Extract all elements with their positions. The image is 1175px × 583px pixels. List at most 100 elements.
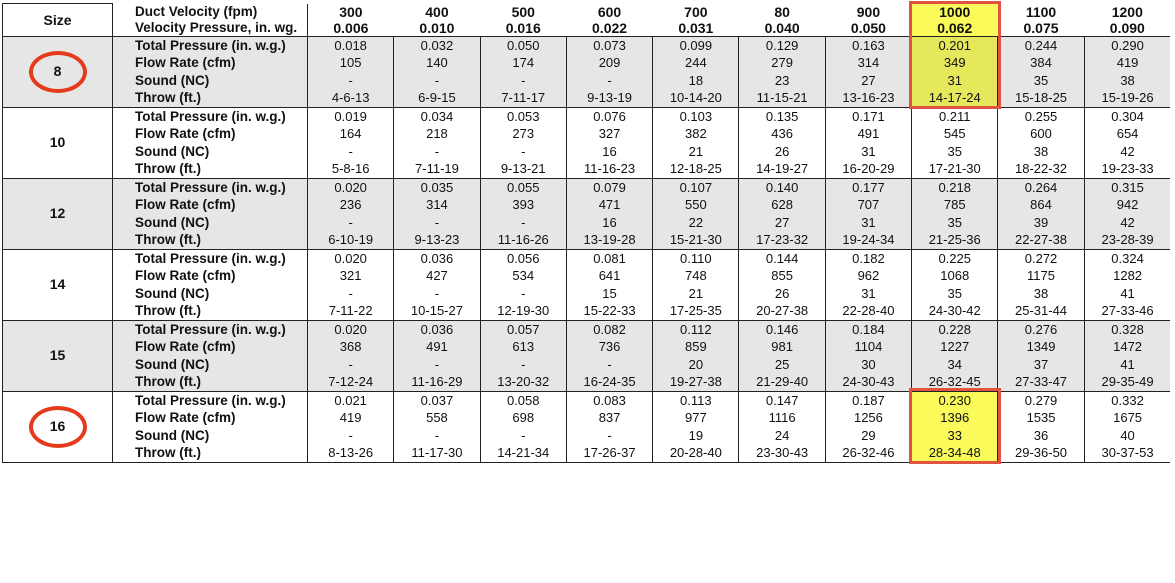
table-cell: - [306, 426, 394, 444]
table-row: Sound (NC) - - - -18 23 27 31 35 38 [3, 71, 1171, 89]
table-cell: 628 [738, 196, 826, 214]
table-cell: 10-14-20 [652, 89, 739, 108]
table-cell: 382 [652, 125, 739, 143]
table-cell: - [306, 213, 394, 231]
table-cell: 0.184 [824, 320, 912, 338]
table-cell: - [306, 355, 394, 373]
table-cell: 140 [393, 54, 481, 72]
table-cell: 27-33-47 [997, 373, 1085, 392]
table-cell: 27 [824, 71, 912, 89]
velocity-pressure-value: 0.090 [1084, 19, 1171, 37]
table-cell: 15 [565, 284, 653, 302]
row-label: Throw (ft.) [112, 231, 308, 250]
table-cell: 36 [997, 426, 1085, 444]
table-cell: 0.112 [652, 320, 739, 338]
table-cell: 534 [479, 267, 567, 285]
table-cell: 14-17-24 [911, 89, 998, 108]
table-cell: 1396 [911, 409, 998, 427]
table-cell: - [479, 213, 567, 231]
size-cell: 10 [2, 106, 113, 179]
table-cell: 0.171 [824, 107, 912, 125]
table-header: Size Duct Velocity (fpm) 300 400 500 600 700… [2, 3, 1171, 37]
table-row: 8 Total Pressure (in. w.g.) 0.018 0.032 0.05… [2, 35, 1171, 108]
table-row: 12 Total Pressure (in. w.g.) 0.020 0.035 0.0… [2, 177, 1171, 250]
table-cell: 613 [479, 338, 567, 356]
duct-velocity-value: 1000 [911, 3, 998, 20]
table-cell: - [479, 142, 567, 160]
table-cell: 8-13-26 [306, 444, 394, 463]
table-cell: 7-11-19 [393, 160, 481, 179]
table-cell: 31 [911, 71, 998, 89]
table-cell: 9-13-19 [565, 89, 653, 108]
table-cell: - [479, 284, 567, 302]
table-cell: 864 [997, 196, 1085, 214]
table-cell: 35 [911, 142, 998, 160]
table-row: Flow Rate (cfm) 236 314 393 471 550 628 707 785 8… [3, 196, 1171, 214]
table-cell: 30 [824, 355, 912, 373]
table-cell: 34 [911, 355, 998, 373]
row-label: Sound (NC) [112, 355, 308, 373]
table-cell: 273 [479, 125, 567, 143]
table-cell: - [565, 426, 653, 444]
table-cell: 209 [565, 54, 653, 72]
table-cell: 0.036 [393, 249, 481, 267]
table-cell: 28-34-48 [911, 444, 998, 463]
duct-velocity-value: 700 [684, 3, 708, 20]
table-cell: 419 [1083, 54, 1171, 72]
table-cell: 7-11-17 [479, 89, 567, 108]
velocity-pressure-value: 0.075 [997, 19, 1085, 37]
size-group: 12 Total Pressure (in. w.g.) 0.020 0.035 0.0… [2, 177, 1171, 250]
table-cell: 0.182 [824, 249, 912, 267]
table-cell: 545 [911, 125, 998, 143]
table-cell: 384 [997, 54, 1085, 72]
size-cell: 14 [2, 248, 113, 321]
table-cell: 1116 [738, 409, 826, 427]
performance-table: Size Duct Velocity (fpm) 300 400 500 600 700… [2, 3, 1171, 463]
table-cell: 0.272 [997, 249, 1085, 267]
row-label: Total Pressure (in. w.g.) [135, 250, 286, 266]
table-cell: 17-25-35 [652, 302, 739, 321]
table-cell: 26 [738, 284, 826, 302]
table-row: 14 Total Pressure (in. w.g.) 0.020 0.036 0.0… [2, 248, 1171, 321]
table-row: Flow Rate (cfm) 368 491 613 736 859 981 1104 122… [3, 338, 1171, 356]
table-row: Sound (NC) - - - -19 24 29 33 36 40 [3, 426, 1171, 444]
table-cell: - [306, 142, 394, 160]
row-label: Throw (ft.) [112, 444, 308, 463]
table-cell: 14-19-27 [738, 160, 826, 179]
table-cell: 19 [652, 426, 739, 444]
row-label: Sound (NC) [135, 285, 210, 301]
table-row: Sound (NC) - - -16 22 27 31 35 39 42 [3, 213, 1171, 231]
size-cell: 12 [2, 177, 113, 250]
table-cell: 42 [1083, 213, 1171, 231]
table-cell: 0.328 [1083, 320, 1171, 338]
table-cell: - [479, 71, 567, 89]
table-cell: 327 [565, 125, 653, 143]
table-cell: 31 [824, 213, 912, 231]
row-label: Flow Rate (cfm) [112, 338, 308, 356]
table-cell: 1256 [824, 409, 912, 427]
row-label: Total Pressure (in. w.g.) [112, 320, 308, 338]
duct-velocity-value: 1200 [1111, 3, 1143, 20]
table-cell: 0.099 [652, 36, 739, 54]
table-cell: 0.163 [824, 36, 912, 54]
velocity-pressure-value: 0.010 [393, 19, 481, 37]
table-cell: 11-16-23 [565, 160, 653, 179]
table-cell: 218 [393, 125, 481, 143]
table-cell: - [393, 284, 481, 302]
table-cell: 641 [565, 267, 653, 285]
row-label: Flow Rate (cfm) [135, 410, 236, 425]
table-cell: 0.201 [911, 36, 998, 54]
table-cell: 22 [652, 213, 739, 231]
velocity-pressure-value: 0.006 [306, 19, 394, 37]
table-cell: 0.315 [1083, 178, 1171, 196]
table-cell: 279 [738, 54, 826, 72]
table-cell: 0.218 [911, 178, 998, 196]
table-cell: 837 [565, 409, 653, 427]
table-cell: 855 [738, 267, 826, 285]
size-value: 12 [49, 204, 66, 221]
table-row: Sound (NC) - - -15 21 26 31 35 38 41 [3, 284, 1171, 302]
size-group: 16 Total Pressure (in. w.g.) 0.021 0.037 0.0… [2, 390, 1171, 463]
table-cell: 21 [652, 142, 739, 160]
table-row: Sound (NC) - - - -20 25 30 34 37 41 [3, 355, 1171, 373]
size-group: 15 Total Pressure (in. w.g.) 0.020 0.036 0.0… [2, 319, 1171, 392]
